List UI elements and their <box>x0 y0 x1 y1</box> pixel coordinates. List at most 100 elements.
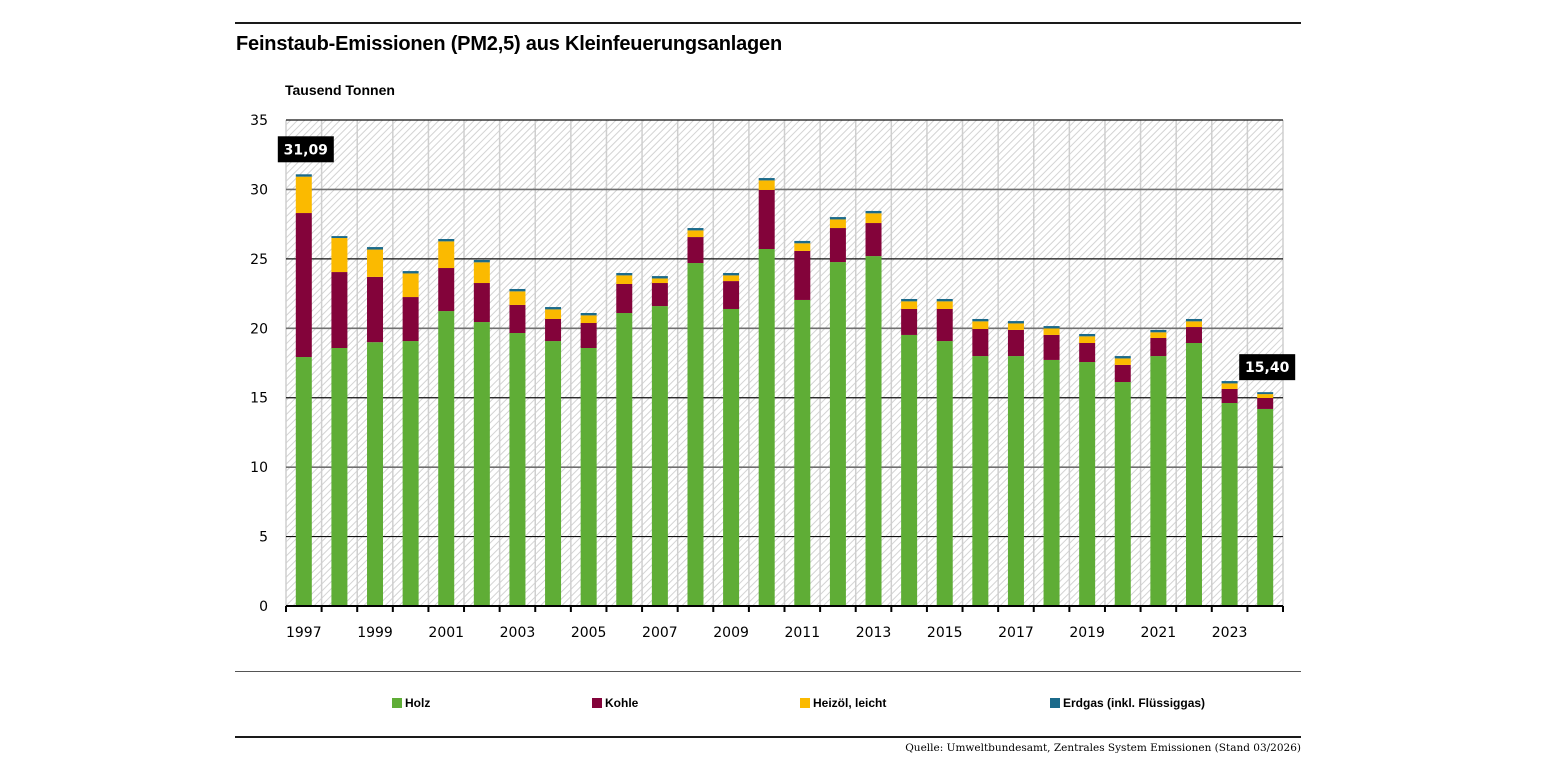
legend-swatch-erdgas <box>1050 698 1060 708</box>
callout-2024: 15,40 <box>1239 354 1296 381</box>
bar-segment-erdgas-inkl-flüssiggas <box>438 239 455 242</box>
bar-stack-2014 <box>901 298 918 606</box>
legend-item-erdgas: Erdgas (inkl. Flüssiggas) <box>1050 696 1205 710</box>
bar-stack-2012 <box>829 217 846 606</box>
bar-stack-2006 <box>616 273 633 606</box>
bar-segment-kohle <box>616 283 633 314</box>
bar-segment-erdgas-inkl-flüssiggas <box>1257 392 1274 395</box>
bar-segment-erdgas-inkl-flüssiggas <box>1079 333 1096 337</box>
bar-segment-holz <box>723 308 740 606</box>
bar-segment-kohle <box>580 323 597 349</box>
y-tick-labels: 0 5 10 15 20 25 30 35 <box>250 113 268 615</box>
x-tick-labels: 1997 1999 2001 2003 2005 2007 2009 2011 2013 2015… <box>286 625 1247 641</box>
callout-value: 31,09 <box>284 142 328 158</box>
bar-segment-heizöl-leicht <box>580 315 597 324</box>
bar-stack-2021 <box>1150 329 1167 606</box>
bar-segment-kohle <box>1185 327 1202 344</box>
bars <box>295 174 1274 606</box>
bar-segment-kohle <box>936 308 953 342</box>
bar-stack-2020 <box>1114 356 1131 606</box>
bar-segment-heizöl-leicht <box>794 243 811 251</box>
bar-segment-heizöl-leicht <box>829 219 846 229</box>
y-tick-label: 10 <box>250 460 268 476</box>
bar-segment-kohle <box>331 272 348 349</box>
bar-segment-holz <box>758 248 775 606</box>
legend-item-kohle: Kohle <box>592 696 638 710</box>
bar-stack-2001 <box>438 239 455 606</box>
bar-segment-holz <box>1079 362 1096 606</box>
bar-segment-holz <box>865 256 882 606</box>
bar-segment-kohle <box>1114 364 1131 383</box>
source-note: Quelle: Umweltbundesamt, Zentrales Syste… <box>905 742 1301 754</box>
bar-segment-holz <box>1257 408 1274 606</box>
stacked-bar-chart: 0 5 10 15 20 25 30 35 1997 1999 2001 2003 2005 2007 2… <box>250 113 1296 641</box>
bar-segment-erdgas-inkl-flüssiggas <box>473 259 490 263</box>
bar-segment-kohle <box>402 297 419 342</box>
x-tick-label: 2007 <box>642 625 678 641</box>
bar-segment-kohle <box>972 328 989 357</box>
bar-segment-heizöl-leicht <box>758 180 775 190</box>
bar-segment-holz <box>402 341 419 606</box>
legend-swatch-kohle <box>592 698 602 708</box>
bar-stack-1997 <box>295 174 312 606</box>
bar-segment-kohle <box>1221 388 1238 403</box>
bar-stack-2009 <box>723 273 740 606</box>
chart-title: Feinstaub-Emissionen (PM2,5) aus Kleinfe… <box>236 33 782 55</box>
bar-segment-erdgas-inkl-flüssiggas <box>295 174 312 177</box>
bar-stack-2017 <box>1007 321 1024 606</box>
bar-segment-heizöl-leicht <box>473 262 490 284</box>
bar-segment-heizöl-leicht <box>1043 328 1060 335</box>
y-tick-label: 5 <box>259 530 268 546</box>
bar-segment-heizöl-leicht <box>616 275 633 284</box>
bar-segment-erdgas-inkl-flüssiggas <box>331 236 348 239</box>
bar-segment-heizöl-leicht <box>331 238 348 273</box>
bar-segment-holz <box>295 357 312 606</box>
bar-segment-kohle <box>758 189 775 249</box>
bar-segment-holz <box>509 333 526 606</box>
bar-stack-2007 <box>651 276 668 606</box>
legend-label-erdgas: Erdgas (inkl. Flüssiggas) <box>1063 696 1206 710</box>
y-tick-label: 20 <box>250 321 268 337</box>
bar-stack-2018 <box>1043 326 1060 606</box>
bar-segment-holz <box>473 322 490 606</box>
bar-segment-holz <box>616 313 633 606</box>
bar-segment-heizöl-leicht <box>687 230 704 238</box>
bar-segment-erdgas-inkl-flüssiggas <box>616 273 633 276</box>
legend-label-heizoel: Heizöl, leicht <box>813 696 887 710</box>
bar-segment-erdgas-inkl-flüssiggas <box>545 307 562 310</box>
bar-segment-erdgas-inkl-flüssiggas <box>1150 329 1167 333</box>
bar-segment-heizöl-leicht <box>438 241 455 269</box>
bar-stack-1999 <box>367 247 384 606</box>
bar-segment-kohle <box>829 228 846 263</box>
bar-segment-heizöl-leicht <box>723 275 740 282</box>
bar-segment-heizöl-leicht <box>1150 332 1167 339</box>
x-tick-label: 2011 <box>784 625 820 641</box>
bar-segment-erdgas-inkl-flüssiggas <box>1221 381 1238 384</box>
bar-segment-erdgas-inkl-flüssiggas <box>936 298 953 302</box>
callout-1997: 31,09 <box>277 136 334 163</box>
bar-segment-erdgas-inkl-flüssiggas <box>1043 326 1060 329</box>
x-tick-label: 2021 <box>1141 625 1177 641</box>
legend-label-holz: Holz <box>405 696 431 710</box>
bar-segment-heizöl-leicht <box>509 291 526 305</box>
y-tick-label: 35 <box>250 113 268 129</box>
y-tick-label: 15 <box>250 391 268 407</box>
bar-segment-erdgas-inkl-flüssiggas <box>972 318 989 322</box>
bar-segment-erdgas-inkl-flüssiggas <box>687 228 704 231</box>
callout-box <box>1239 354 1296 381</box>
bar-segment-erdgas-inkl-flüssiggas <box>794 240 811 244</box>
bar-segment-heizöl-leicht <box>1114 358 1131 365</box>
vertical-gridlines <box>285 120 1284 606</box>
bar-stack-1998 <box>331 236 348 606</box>
legend-swatch-holz <box>392 698 402 708</box>
bar-segment-heizöl-leicht <box>1221 383 1238 389</box>
bar-segment-kohle <box>1007 329 1024 357</box>
bar-segment-kohle <box>473 283 490 323</box>
y-tick-label: 25 <box>250 252 268 268</box>
bar-stack-2008 <box>687 228 704 606</box>
bar-segment-holz <box>545 341 562 606</box>
bar-stack-2016 <box>972 318 989 606</box>
bar-segment-kohle <box>295 213 312 358</box>
bar-segment-kohle <box>438 268 455 312</box>
bar-segment-erdgas-inkl-flüssiggas <box>402 271 419 274</box>
